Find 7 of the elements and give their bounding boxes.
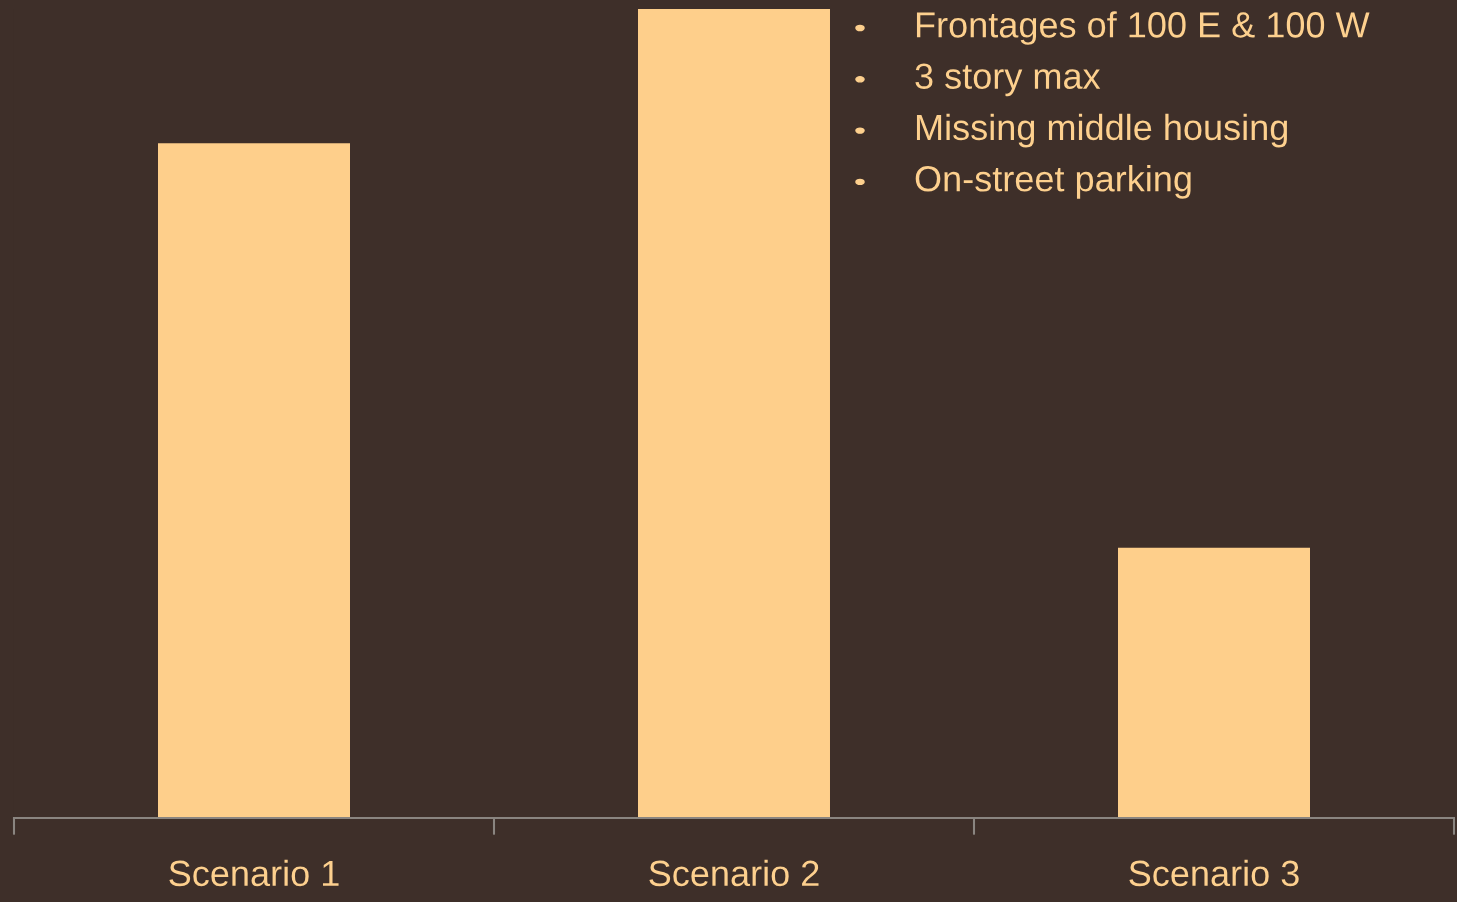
annotation: Missing middle housing [916, 113, 1288, 148]
annotation: Frontages of 100 E & 100 W [916, 11, 1370, 45]
x-tick-label: Scenario 3 [1129, 859, 1299, 887]
x-tick-label: Scenario 2 [649, 859, 819, 887]
annotation: On-street parking [915, 165, 1191, 199]
x-tick-label: Scenario 1 [169, 859, 339, 887]
annotation: 3 story max [915, 63, 1101, 97]
